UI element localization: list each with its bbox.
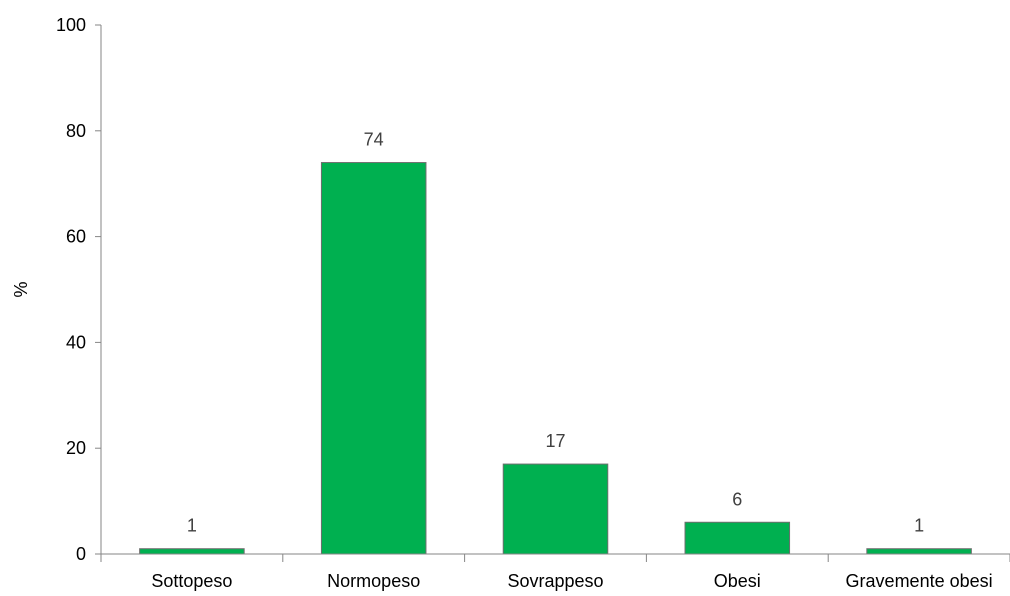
- y-axis-title: %: [11, 281, 31, 297]
- x-category-label: Obesi: [714, 571, 761, 591]
- y-tick-label: 80: [66, 121, 86, 141]
- y-tick-label: 60: [66, 227, 86, 247]
- x-axis-ticks: Sottopeso Normopeso Sovrappeso Obesi Graveme…: [100, 554, 1010, 591]
- bar-normopeso: [320, 162, 427, 555]
- x-category-label: Sovrappeso: [507, 571, 603, 591]
- bar-sovrappeso: [502, 463, 609, 555]
- y-tick-label: 40: [66, 332, 86, 352]
- y-axis-ticks: 0 20 40 60 80 100: [56, 15, 101, 564]
- data-labels: 1 74 17 6 1: [187, 130, 924, 536]
- y-tick-label: 100: [56, 15, 86, 35]
- bars: [139, 162, 972, 555]
- data-label: 1: [914, 516, 924, 536]
- data-label: 17: [545, 431, 565, 451]
- bar-sottopeso: [139, 548, 245, 555]
- y-tick-label: 0: [76, 544, 86, 564]
- data-label: 6: [732, 489, 742, 509]
- bar-obesi: [684, 521, 791, 555]
- x-category-label: Gravemente obesi: [846, 571, 993, 591]
- bar-gravemente-obesi: [866, 548, 972, 555]
- data-label: 1: [187, 516, 197, 536]
- y-tick-label: 20: [66, 438, 86, 458]
- x-category-label: Sottopeso: [151, 571, 232, 591]
- x-category-label: Normopeso: [327, 571, 420, 591]
- data-label: 74: [364, 130, 384, 150]
